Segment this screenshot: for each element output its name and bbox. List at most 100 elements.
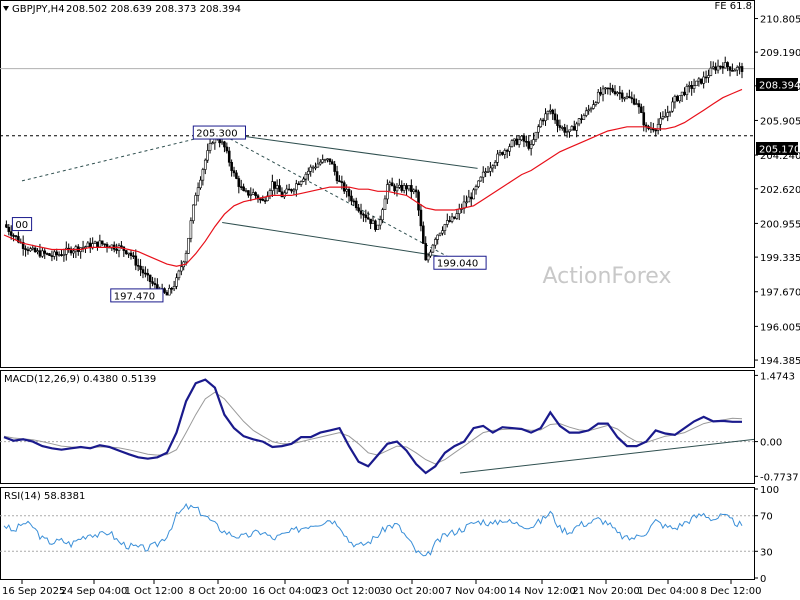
candle: [628, 89, 631, 99]
candle: [556, 114, 559, 133]
candle: [707, 69, 710, 83]
candle: [563, 123, 566, 136]
candle: [544, 108, 547, 126]
candle: [546, 110, 550, 121]
candle: [529, 139, 533, 156]
candle: [14, 235, 18, 241]
level-price-label: 205.170: [759, 145, 800, 156]
candle: [127, 252, 130, 258]
time-tick-label: 16 Sep 2025: [2, 586, 65, 597]
candle: [410, 179, 413, 199]
candle: [364, 209, 368, 223]
macd-panel-frame: [0, 370, 755, 484]
time-tick-label: 16 Oct 04:00: [252, 586, 317, 597]
rsi-panel-frame: [0, 487, 755, 580]
candle: [254, 191, 257, 200]
candle: [594, 101, 598, 107]
candle: [144, 266, 147, 278]
candle: [268, 188, 272, 200]
candle: [716, 59, 720, 74]
candle: [438, 232, 442, 237]
candle: [527, 136, 531, 151]
candle: [326, 158, 329, 163]
candle: [491, 164, 495, 173]
candle: [151, 276, 154, 287]
candle: [299, 180, 303, 187]
candle: [141, 265, 145, 279]
candle: [599, 86, 602, 97]
candle: [426, 252, 430, 263]
candle: [472, 187, 475, 200]
time-tick-label: 8 Dec 12:00: [701, 586, 762, 597]
candle: [273, 181, 277, 195]
price-tick-label: 196.005: [760, 322, 800, 333]
candle: [448, 215, 451, 223]
candle: [350, 190, 353, 206]
trendline: [21, 132, 220, 182]
time-tick-label: 23 Oct 12:00: [315, 586, 380, 597]
candle: [534, 131, 538, 143]
price-annotations: 205.300 197.470 199.040 00: [11, 125, 487, 303]
price-annotation-label: 205.300: [196, 129, 237, 140]
candle: [699, 78, 703, 85]
candle: [146, 268, 150, 282]
candle: [223, 140, 226, 153]
rsi-tick-label: 30: [760, 547, 773, 558]
time-tick-label: 1 Dec 04:00: [638, 586, 699, 597]
candle: [525, 135, 528, 147]
candle: [369, 218, 372, 230]
candle: [60, 249, 63, 257]
candle: [244, 188, 248, 193]
candle: [239, 179, 243, 191]
candle: [67, 243, 70, 253]
candle: [328, 158, 332, 165]
candle: [45, 252, 49, 256]
candle: [261, 195, 265, 202]
macd-axis: 1.4743 0.00 -0.7737: [754, 371, 799, 483]
candle: [24, 245, 27, 257]
candle: [53, 249, 56, 260]
candle: [206, 143, 209, 163]
price-tick-label: 194.385: [760, 356, 800, 367]
candle: [431, 243, 435, 254]
candle: [498, 149, 502, 157]
candle: [93, 240, 97, 244]
trendline: [222, 221, 478, 263]
price-annotation-label: 199.040: [437, 259, 478, 270]
candle: [323, 158, 327, 163]
candle: [402, 182, 406, 194]
candle: [445, 213, 449, 228]
candle: [124, 250, 128, 255]
candle: [211, 141, 214, 145]
candle: [103, 243, 106, 247]
candle: [180, 260, 183, 276]
candle: [307, 167, 310, 181]
candle: [577, 117, 581, 127]
candle: [98, 234, 102, 248]
candle: [630, 91, 634, 104]
candle: [517, 135, 521, 148]
candle: [359, 203, 363, 219]
rsi-title: RSI(14) 58.8381: [4, 491, 85, 502]
candle: [292, 187, 296, 195]
candle: [441, 226, 444, 236]
candle: [664, 109, 667, 118]
candle: [457, 203, 461, 221]
candle: [201, 167, 205, 186]
macd-title: MACD(12,26,9) 0.4380 0.5139: [4, 374, 156, 385]
candle: [455, 208, 459, 220]
candle: [479, 176, 483, 182]
candle: [129, 250, 133, 260]
candle: [721, 62, 725, 74]
candle: [728, 66, 732, 77]
collapse-arrow-icon[interactable]: [3, 6, 9, 11]
candle: [21, 235, 25, 256]
candle: [338, 175, 341, 183]
candle: [175, 273, 178, 290]
candle: [738, 62, 741, 75]
candle: [330, 159, 334, 165]
candle: [81, 240, 85, 253]
candle: [57, 251, 61, 257]
candle: [503, 148, 507, 159]
